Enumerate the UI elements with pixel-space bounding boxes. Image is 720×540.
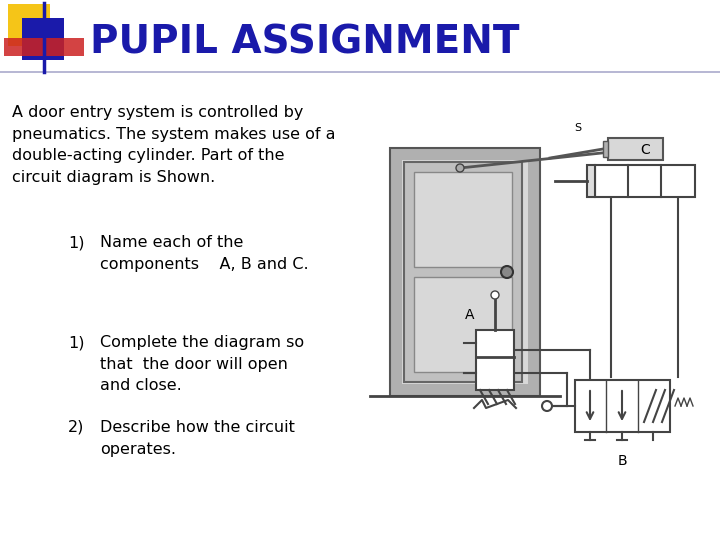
Text: 1): 1): [68, 335, 84, 350]
Circle shape: [542, 401, 552, 411]
Bar: [575, 380, 670, 432]
Bar: [603, 141, 608, 157]
Bar: [390, 148, 540, 396]
Text: S: S: [575, 123, 582, 133]
Bar: [414, 277, 512, 372]
Bar: [22, 18, 64, 60]
Text: Describe how the circuit
operates.: Describe how the circuit operates.: [100, 420, 295, 457]
Bar: [8, 4, 50, 46]
Text: A: A: [464, 308, 474, 322]
Bar: [402, 160, 528, 384]
Bar: [587, 165, 595, 197]
Bar: [595, 165, 695, 197]
Circle shape: [456, 164, 464, 172]
Text: Complete the diagram so
that  the door will open
and close.: Complete the diagram so that the door wi…: [100, 335, 304, 393]
Circle shape: [501, 266, 513, 278]
Text: 2): 2): [68, 420, 84, 435]
Text: A door entry system is controlled by
pneumatics. The system makes use of a
doubl: A door entry system is controlled by pne…: [12, 105, 336, 185]
Bar: [4, 38, 84, 56]
Bar: [608, 138, 663, 160]
Text: 1): 1): [68, 235, 84, 250]
Text: B: B: [617, 454, 627, 468]
Text: C: C: [640, 143, 650, 157]
Bar: [476, 330, 514, 390]
Bar: [404, 162, 522, 382]
Text: PUPIL ASSIGNMENT: PUPIL ASSIGNMENT: [90, 23, 520, 61]
Circle shape: [491, 291, 499, 299]
Text: Name each of the
components    A, B and C.: Name each of the components A, B and C.: [100, 235, 309, 272]
Bar: [414, 172, 512, 267]
